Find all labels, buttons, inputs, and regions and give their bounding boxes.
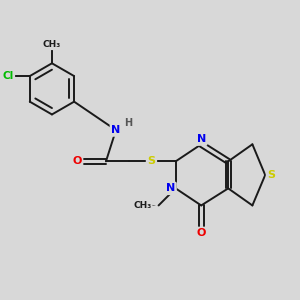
Text: H: H xyxy=(124,118,132,128)
Text: N: N xyxy=(196,134,206,144)
Text: O: O xyxy=(196,228,206,238)
Text: S: S xyxy=(267,170,275,180)
Text: methyl: methyl xyxy=(151,205,156,206)
Text: O: O xyxy=(72,156,82,167)
Text: S: S xyxy=(148,156,155,167)
Text: CH₃: CH₃ xyxy=(43,40,61,49)
Text: Cl: Cl xyxy=(2,71,14,81)
Text: N: N xyxy=(166,183,175,194)
Text: CH₃: CH₃ xyxy=(133,201,152,210)
Text: N: N xyxy=(111,125,121,135)
